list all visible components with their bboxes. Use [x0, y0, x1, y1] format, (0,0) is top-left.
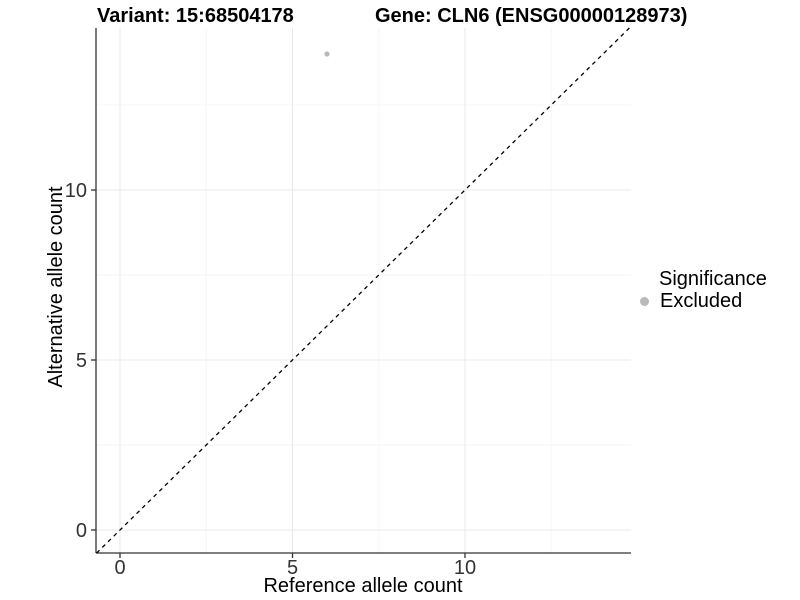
- y-tick-label: 0: [76, 520, 87, 542]
- data-point: [324, 51, 330, 57]
- identity-line: [96, 27, 630, 554]
- x-tick-label: 0: [114, 557, 125, 579]
- legend-entry-label: Excluded: [660, 290, 743, 312]
- x-tick-label: 10: [454, 557, 476, 579]
- x-tick-label: 5: [287, 557, 298, 579]
- legend-entry-excluded: Excluded: [640, 290, 742, 312]
- legend-title: Significance: [659, 268, 767, 290]
- y-tick-label: 5: [76, 350, 87, 372]
- y-axis-label: Alternative allele count: [45, 186, 67, 388]
- gene-title: Gene: CLN6 (ENSG00000128973): [375, 5, 688, 27]
- x-axis-label: Reference allele count: [263, 575, 463, 597]
- y-tick-label: 10: [65, 180, 87, 202]
- excluded-point-icon: [640, 296, 649, 306]
- variant-title: Variant: 15:68504178: [97, 5, 294, 27]
